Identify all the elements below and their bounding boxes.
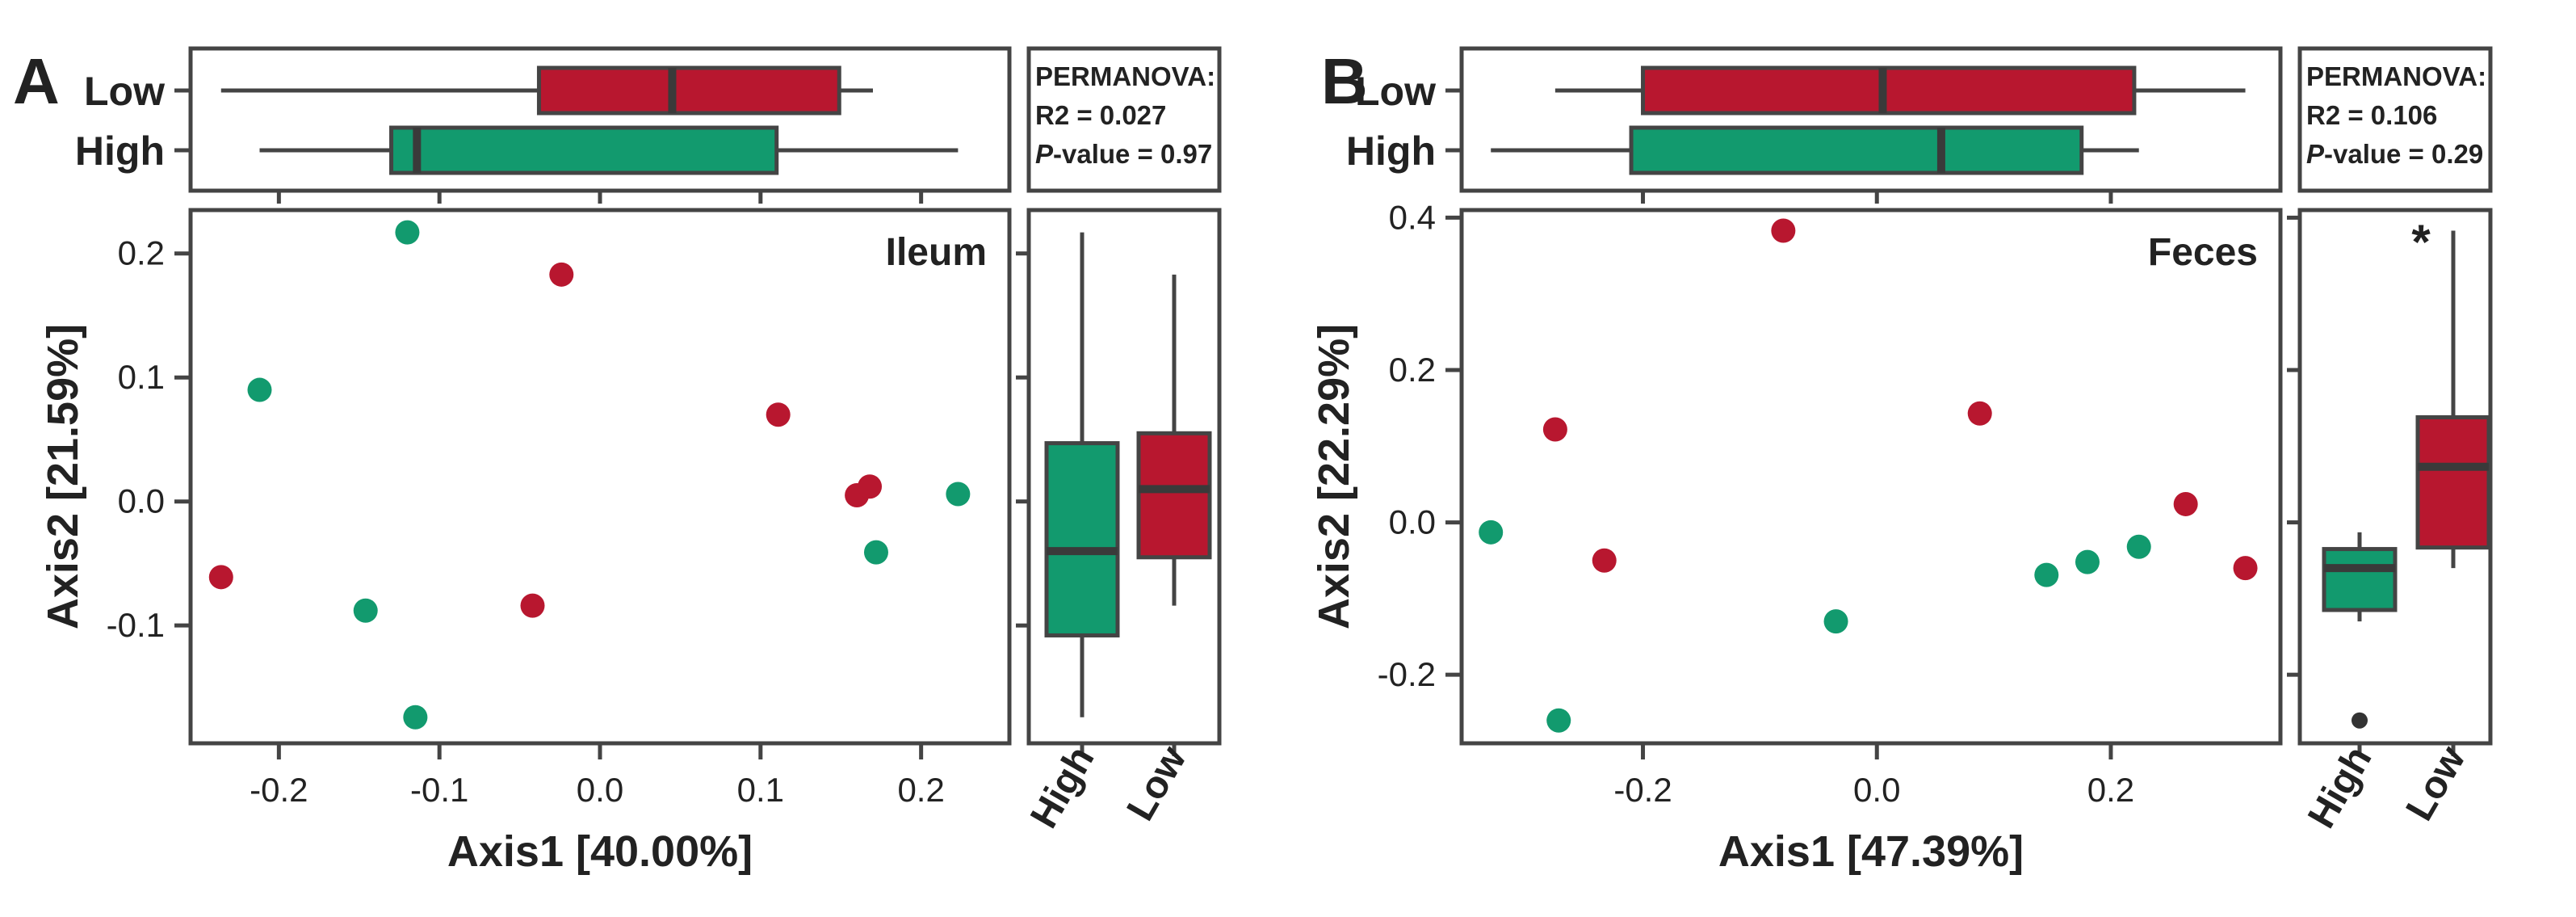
scatter-point: [1967, 401, 1992, 426]
top-group-label: High: [75, 128, 165, 174]
y-tick-label: 0.0: [118, 482, 165, 520]
series-high: [247, 220, 971, 730]
stats-title: PERMANOVA:: [1035, 61, 1215, 91]
top-group-label: Low: [1355, 69, 1436, 114]
scatter-point: [1771, 218, 1796, 243]
x-axis-title: Axis1 [40.00%]: [447, 827, 753, 876]
stats-frame: [2297, 46, 2493, 193]
y-axis-title: Axis2 [22.29%]: [1310, 324, 1358, 629]
outlier-point: [2352, 712, 2368, 729]
scatter-point: [1592, 548, 1617, 573]
top-group-label: Low: [84, 69, 165, 114]
stats-p-rest: -value = 0.97: [1053, 139, 1212, 169]
y-tick-label: 0.2: [1389, 351, 1436, 389]
box: [1629, 125, 2084, 175]
top-box-low: [1554, 65, 2246, 116]
scatter-point: [2173, 491, 2198, 516]
x-tick-label: 0.0: [1853, 771, 1900, 809]
series-low: [1542, 218, 2258, 581]
panel-letter: A: [13, 45, 60, 117]
stats-frame: [1026, 46, 1222, 193]
stats-pvalue: P-value = 0.97: [1035, 139, 1212, 169]
stats-pvalue: P-value = 0.29: [2306, 139, 2483, 169]
scatter-point: [395, 220, 420, 245]
right-box-low: [1136, 274, 1212, 606]
scatter-point: [1479, 519, 1504, 545]
panel-title: Feces: [2148, 231, 2258, 274]
scatter-point: [403, 705, 428, 730]
top-box-high: [259, 125, 959, 175]
box: [2322, 547, 2398, 612]
scatter-point: [766, 402, 791, 427]
right-group-label: High: [1022, 739, 1102, 835]
box: [1641, 65, 2137, 116]
y-axis-title: Axis2 [21.59%]: [39, 324, 87, 629]
box: [1136, 431, 1212, 560]
right-box-low: [2415, 230, 2491, 569]
scatter-point: [549, 262, 574, 287]
y-tick-label: 0.1: [118, 358, 165, 396]
right-group-label: Low: [2398, 738, 2474, 827]
x-tick-label: 0.2: [897, 771, 944, 809]
scatter-point: [946, 482, 971, 507]
scatter-frame: [1459, 208, 2283, 746]
scatter-point: [208, 565, 233, 590]
stats-title: PERMANOVA:: [2306, 61, 2486, 91]
scatter-point: [520, 593, 545, 618]
x-tick-label: 0.1: [737, 771, 784, 809]
panel-title: Ileum: [886, 231, 987, 274]
scatter-point: [1546, 708, 1571, 733]
y-tick-label: -0.2: [1378, 655, 1436, 693]
x-axis-title: Axis1 [47.39%]: [1718, 827, 2024, 876]
stats-r2: R2 = 0.027: [1035, 100, 1166, 130]
scatter-point: [1542, 417, 1567, 442]
stats-r2: R2 = 0.106: [2306, 100, 2437, 130]
top-boxplot-frame: [1459, 46, 2283, 193]
panel-letter: B: [1321, 45, 1368, 117]
box: [389, 125, 779, 175]
scatter-point: [863, 540, 888, 565]
stats-p-italic: P: [1035, 139, 1054, 169]
right-boxplot-frame: [1026, 208, 1222, 746]
y-tick-label: 0.0: [1389, 503, 1436, 541]
top-box-high: [1491, 125, 2139, 175]
x-tick-label: 0.0: [577, 771, 623, 809]
x-tick-label: -0.2: [250, 771, 308, 809]
scatter-point: [2126, 534, 2151, 559]
y-tick-label: 0.4: [1389, 198, 1436, 236]
x-tick-label: -0.1: [410, 771, 468, 809]
right-box-high: [2322, 532, 2398, 729]
box: [536, 65, 841, 116]
scatter-frame: [188, 208, 1012, 746]
series-high: [1479, 519, 2151, 733]
box: [1044, 441, 1120, 637]
top-box-low: [220, 65, 873, 116]
right-group-label: Low: [1119, 738, 1195, 827]
right-group-label: High: [2300, 739, 2380, 835]
x-tick-label: -0.2: [1613, 771, 1672, 809]
scatter-point: [2233, 556, 2258, 581]
scatter-point: [2034, 562, 2059, 587]
scatter-point: [247, 377, 272, 402]
scatter-point: [353, 598, 378, 623]
x-tick-label: 0.2: [2087, 771, 2134, 809]
series-low: [208, 262, 883, 618]
box: [2415, 414, 2491, 550]
scatter-point: [2075, 549, 2100, 574]
right-box-high: [1044, 232, 1120, 717]
significance-marker: *: [2411, 215, 2431, 269]
stats-p-rest: -value = 0.29: [2324, 139, 2483, 169]
y-tick-label: -0.1: [107, 606, 165, 644]
top-group-label: High: [1346, 128, 1436, 174]
y-tick-label: 0.2: [118, 234, 165, 272]
scatter-point: [858, 474, 883, 499]
scatter-point: [1823, 609, 1848, 634]
stats-p-italic: P: [2306, 139, 2325, 169]
